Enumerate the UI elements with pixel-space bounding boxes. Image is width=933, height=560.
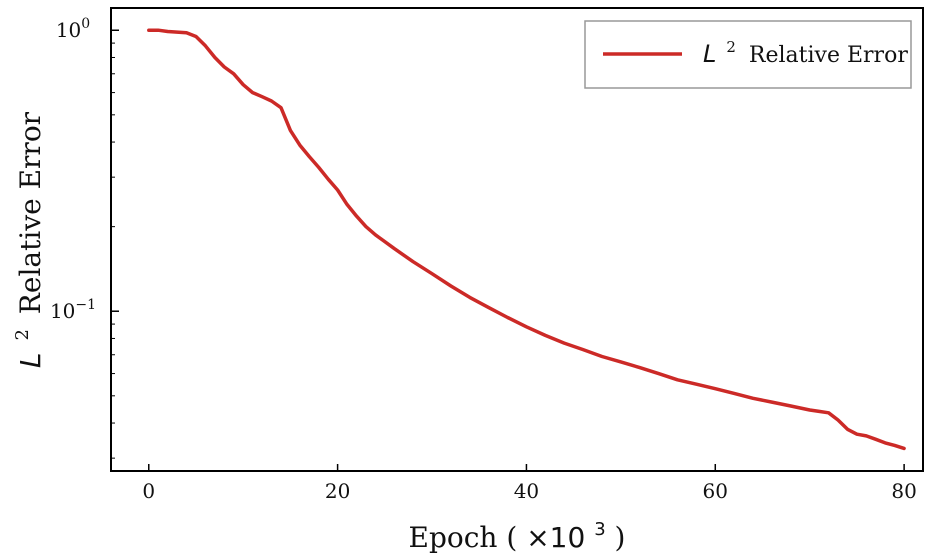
legend-label: L 2 Relative Error [703,33,908,68]
x-axis-label-suffix: ) [615,521,626,554]
y-axis-label-exponent: 2 [12,329,33,340]
x-axis-label-multiplier: ×10 [526,521,585,554]
x-tick-label: 40 [514,479,539,503]
y-tick-label: 100 [56,16,90,42]
x-axis-label-prefix: Epoch ( [409,521,518,554]
ticks: 0 20 40 60 80 100 10−1 [50,16,917,503]
x-tick-label: 60 [703,479,728,503]
x-tick-label: 80 [891,479,916,503]
series-line [147,28,906,451]
legend-exponent: 2 [726,38,736,56]
x-tick-label: 20 [325,479,350,503]
legend-symbol: L [703,40,716,68]
x-tick-label: 0 [142,479,155,503]
legend-text-rest: Relative Error [749,43,908,68]
legend: L 2 Relative Error [584,20,912,89]
series-layer [147,28,906,451]
y-axis-label-rest: Relative Error [14,111,47,314]
y-axis-label-symbol: L [14,352,47,368]
x-axis-label-exponent: 3 [594,519,605,540]
y-tick-label: 10−1 [50,297,96,323]
plot-frame [110,7,924,472]
x-axis-label: Epoch ( ×10 3 ) [409,509,626,554]
y-axis-label: L 2 Relative Error [2,111,47,368]
